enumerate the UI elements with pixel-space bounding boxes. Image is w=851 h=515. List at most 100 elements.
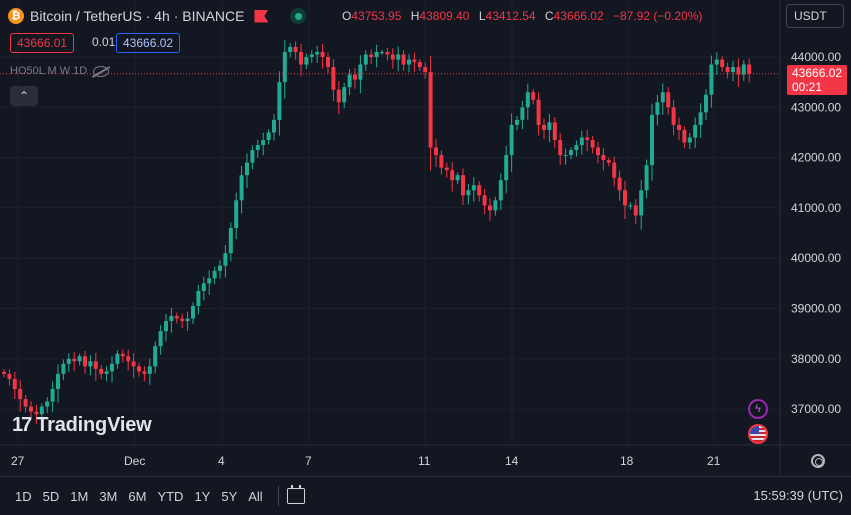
candle-body <box>261 139 266 146</box>
tradingview-logo-text: TradingView <box>36 414 152 436</box>
time-label: 4 <box>218 454 225 468</box>
timeframe-1y[interactable]: 1Y <box>194 488 211 504</box>
candle-body <box>50 388 55 402</box>
candle-body <box>682 129 687 143</box>
candle-body <box>660 92 665 103</box>
candle-body <box>417 62 422 68</box>
candle-body <box>282 51 287 83</box>
bottom-toolbar: 1D 5D 1M 3M 6M YTD 1Y 5Y All 15:59:39 (U… <box>0 476 851 515</box>
toolbar-divider <box>277 486 279 506</box>
candle-body <box>83 356 87 367</box>
candle-body <box>412 59 417 63</box>
timeframe-ytd[interactable]: YTD <box>157 488 184 504</box>
timeframe-5y[interactable]: 5Y <box>221 488 238 504</box>
candle-body <box>45 401 50 407</box>
flag-icon[interactable] <box>254 9 269 23</box>
buy-price-button[interactable]: 43666.02 <box>116 33 181 53</box>
candle-body <box>245 162 249 176</box>
candle-body <box>542 124 546 130</box>
candle-body <box>509 124 514 156</box>
candle-body <box>353 74 357 80</box>
candle-body <box>617 177 622 191</box>
candle-body <box>212 270 217 279</box>
candle-body <box>363 54 368 65</box>
lightning-icon[interactable]: ϟ <box>748 399 768 419</box>
candle-body <box>585 137 590 140</box>
candle-body <box>293 46 298 52</box>
candle-body <box>574 145 579 151</box>
candle-body <box>207 278 212 284</box>
candle-body <box>336 89 341 103</box>
candle-body <box>61 363 66 374</box>
timeframe-all[interactable]: All <box>248 488 263 504</box>
change-value: −87.92 (−0.20%) <box>613 9 703 23</box>
candle-body <box>666 92 671 108</box>
candle-body <box>725 67 730 73</box>
candle-body <box>88 361 93 367</box>
tradingview-logo[interactable]: 17 TradingView <box>12 414 152 437</box>
symbol-title[interactable]: Bitcoin / TetherUS · 4h · BINANCE <box>30 8 245 24</box>
low-value: 43412.54 <box>485 9 536 23</box>
high-value: 43809.40 <box>419 9 470 23</box>
settings-gear-icon[interactable] <box>811 454 825 468</box>
candle-body <box>12 378 17 389</box>
currency-selector[interactable]: USDT <box>786 4 844 28</box>
timeframe-5d[interactable]: 5D <box>42 488 60 504</box>
candle-body <box>714 59 719 65</box>
collapse-legend-button[interactable]: ⌃ <box>10 86 38 106</box>
candle-body <box>120 353 125 357</box>
candle-body <box>407 59 411 65</box>
market-open-icon[interactable] <box>290 8 307 24</box>
candle-body <box>623 190 627 206</box>
candle-body <box>687 137 692 143</box>
ohlc-readout: O43753.95 H43809.40 L43412.54 C43666.02 … <box>342 9 703 23</box>
timeframe-1d[interactable]: 1D <box>15 488 32 504</box>
candle-body <box>309 54 314 57</box>
candle-body <box>277 82 282 120</box>
candle-body <box>466 190 471 196</box>
timeframe-1m[interactable]: 1M <box>70 488 89 504</box>
candle-body <box>709 64 714 95</box>
candle-body <box>639 190 644 216</box>
candle-body <box>493 200 498 211</box>
eye-hidden-icon[interactable] <box>93 65 110 77</box>
candle-body <box>23 399 28 407</box>
tradingview-logo-icon: 17 <box>12 414 32 436</box>
timeframe-3m[interactable]: 3M <box>99 488 118 504</box>
candle-body <box>747 64 752 74</box>
indicator-legend[interactable]: HO50L M W 1D <box>10 65 110 77</box>
candle-body <box>741 64 746 75</box>
candle-body <box>677 124 681 130</box>
time-label: 11 <box>418 454 431 468</box>
symbol-header[interactable]: ₿ Bitcoin / TetherUS · 4h · BINANCE <box>8 6 307 26</box>
candle-body <box>461 175 465 196</box>
time-label: 14 <box>505 454 519 468</box>
candle-body <box>29 406 33 412</box>
candle-body <box>477 185 482 196</box>
candle-body <box>369 54 374 57</box>
close-value: 43666.02 <box>553 9 604 23</box>
price-tick-label: 37000.00 <box>791 402 841 416</box>
go-to-date-calendar-icon[interactable] <box>286 485 305 504</box>
candle-body <box>471 185 476 191</box>
candle-body <box>255 145 260 151</box>
us-flag-icon[interactable] <box>748 424 768 444</box>
timeframe-6m[interactable]: 6M <box>128 488 147 504</box>
candle-body <box>174 316 179 319</box>
price-chart[interactable]: 44000.00 43000.00 42000.00 41000.00 40000.00… <box>0 0 851 476</box>
candle-body <box>531 92 536 100</box>
price-tick-label: 41000.00 <box>791 201 841 215</box>
candle-body <box>288 46 293 52</box>
candle-body <box>137 366 141 372</box>
time-label: 7 <box>305 454 312 468</box>
candle-body <box>558 139 563 156</box>
candle-body <box>385 51 390 55</box>
last-price-value: 43666.02 <box>792 66 843 80</box>
time-label: 27 <box>11 454 25 468</box>
candle-body <box>482 195 487 206</box>
sell-price-button[interactable]: 43666.01 <box>10 33 75 53</box>
candle-body <box>736 67 741 75</box>
candle-body <box>331 67 336 90</box>
utc-clock[interactable]: 15:59:39 (UTC) <box>753 488 843 503</box>
candle-body <box>488 205 492 211</box>
